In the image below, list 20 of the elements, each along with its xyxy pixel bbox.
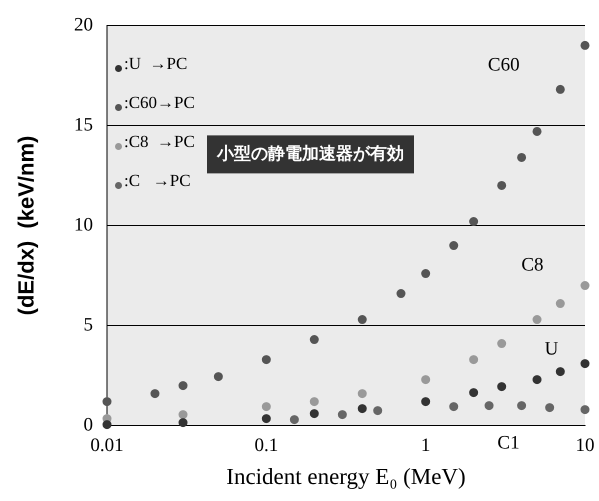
x-axis-title: Incident energy E₀ (MeV) <box>226 464 466 490</box>
x-tick-label: 1 <box>420 434 430 456</box>
y-tick-label: 5 <box>84 314 93 336</box>
annotation: 小型の静電加速器が有効 <box>216 144 404 164</box>
y-tick-label: 20 <box>74 14 93 36</box>
x-tick-label: 0.01 <box>90 434 124 456</box>
text: C1 <box>497 432 520 454</box>
annotation: U <box>544 338 559 360</box>
annotation: C60 <box>488 54 520 76</box>
x-tick-label: 0.1 <box>254 434 278 456</box>
legend-label: :C →PC <box>124 170 191 190</box>
legend-label: :C8 →PC <box>124 132 195 152</box>
x-tick-label: 10 <box>576 434 594 456</box>
y-tick-label: 0 <box>84 414 93 436</box>
y-tick-label: 15 <box>74 114 93 136</box>
annotation: C8 <box>521 254 544 276</box>
legend-label: :U →PC <box>124 54 188 74</box>
legend-label: :C60→PC <box>124 92 195 112</box>
y-tick-label: 10 <box>74 214 93 236</box>
y-axis-title: (dE/dx) (keV/nm) <box>13 136 38 316</box>
